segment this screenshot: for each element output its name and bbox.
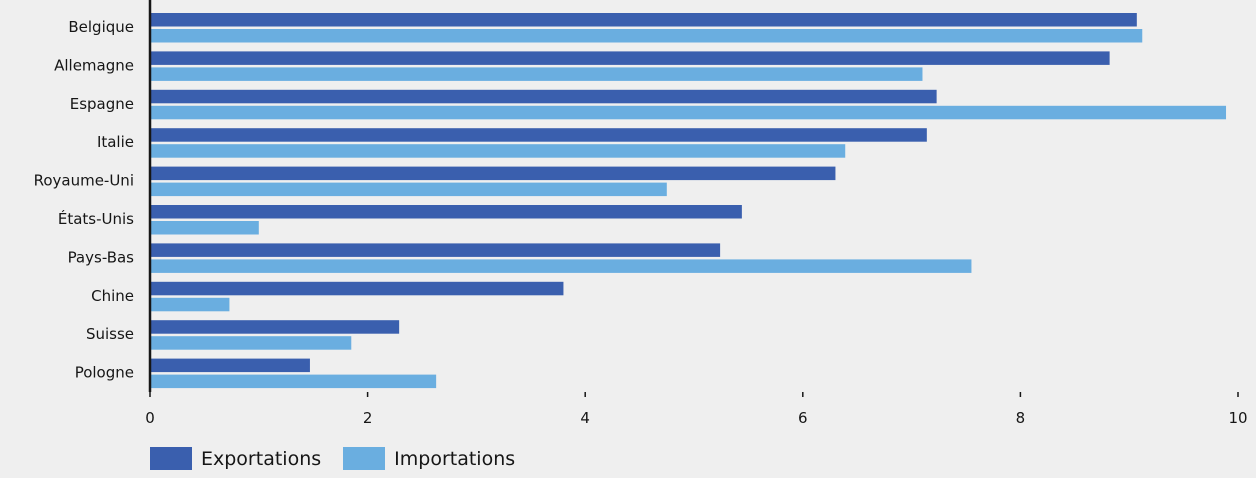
- legend-swatch-exportations: [150, 447, 192, 470]
- x-tick-label-10: 10: [1228, 409, 1247, 427]
- bar-importations-belgique: [150, 29, 1143, 43]
- legend-label-exportations: Exportations: [201, 447, 322, 470]
- bar-exportations-italie: [150, 128, 927, 142]
- category-label-allemagne: Allemagne: [54, 56, 134, 74]
- category-label-suisse: Suisse: [86, 325, 134, 343]
- x-tick-label-6: 6: [798, 409, 808, 427]
- x-tick-label-0: 0: [145, 409, 155, 427]
- bar-importations-pays-bas: [150, 259, 972, 273]
- bars-group: [150, 13, 1227, 389]
- legend: Exportations Importations: [150, 447, 537, 470]
- category-label-royaume-uni: Royaume-Uni: [34, 172, 134, 190]
- bar-importations-allemagne: [150, 67, 923, 81]
- bar-importations-chine: [150, 297, 230, 312]
- legend-item-importations: Importations: [343, 447, 515, 470]
- legend-item-exportations: Exportations: [150, 447, 321, 470]
- bar-importations-italie: [150, 144, 846, 158]
- bar-exportations-chine: [150, 281, 564, 296]
- bar-exportations-etats-unis: [150, 205, 742, 219]
- bar-exportations-belgique: [150, 13, 1137, 27]
- bar-exportations-pays-bas: [150, 243, 721, 257]
- category-label-italie: Italie: [97, 133, 134, 151]
- legend-label-importations: Importations: [394, 447, 516, 470]
- category-label-espagne: Espagne: [70, 95, 134, 113]
- bar-exportations-suisse: [150, 320, 400, 334]
- bar-importations-pologne: [150, 374, 437, 389]
- category-label-pologne: Pologne: [75, 364, 134, 382]
- x-tick-label-4: 4: [580, 409, 590, 427]
- bar-exportations-allemagne: [150, 51, 1110, 65]
- bar-importations-etats-unis: [150, 221, 259, 235]
- bar-exportations-espagne: [150, 89, 937, 104]
- category-label-pays-bas: Pays-Bas: [68, 248, 135, 266]
- x-tick-label-8: 8: [1016, 409, 1026, 427]
- bar-exportations-royaume-uni: [150, 166, 836, 181]
- x-tick-label-2: 2: [363, 409, 373, 427]
- category-labels: Belgique Allemagne Espagne Italie Royaume-Un…: [34, 18, 135, 382]
- bar-importations-espagne: [150, 105, 1227, 120]
- legend-swatch-importations: [343, 447, 386, 470]
- x-axis: 0 2 4 6 8 10: [145, 392, 1248, 427]
- bar-importations-royaume-uni: [150, 182, 667, 197]
- category-label-chine: Chine: [91, 287, 134, 305]
- bar-exportations-pologne: [150, 358, 310, 373]
- category-label-belgique: Belgique: [68, 18, 134, 36]
- bar-importations-suisse: [150, 336, 352, 350]
- category-label-etats-unis: États-Unis: [58, 209, 134, 228]
